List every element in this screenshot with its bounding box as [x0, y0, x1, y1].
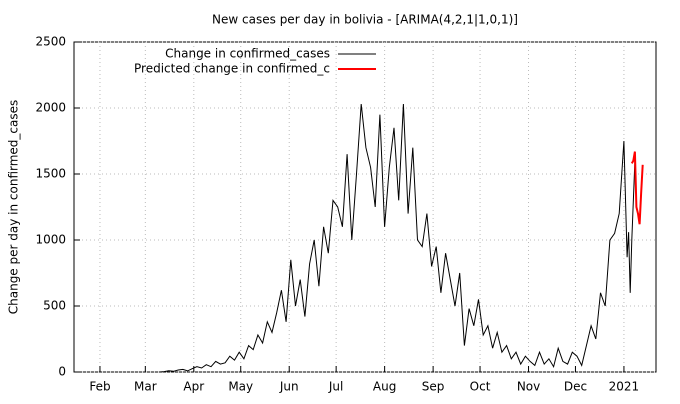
series-line [630, 151, 644, 225]
x-tick-label: Sep [422, 380, 445, 394]
x-tick-label: Apr [183, 380, 204, 394]
series-line [159, 103, 636, 373]
y-tick-label: 2500 [35, 35, 66, 49]
y-tick-label: 500 [43, 299, 66, 313]
y-tick-label: 0 [58, 365, 66, 379]
legend-label: Predicted change in confirmed_c [134, 62, 330, 76]
x-tick-label: Mar [134, 380, 157, 394]
x-tick-label: Oct [470, 380, 491, 394]
x-tick-label: Nov [517, 380, 540, 394]
x-tick-label: Feb [89, 380, 110, 394]
y-axis-label: Change per day in confirmed_cases [7, 100, 21, 315]
x-tick-label: Aug [373, 380, 396, 394]
legend-label: Change in confirmed_cases [165, 47, 330, 61]
chart-title: New cases per day in bolivia - [ARIMA(4,… [212, 13, 518, 27]
x-tick-label: 2021 [609, 380, 640, 394]
x-tick-label: Jun [279, 380, 299, 394]
y-tick-label: 2000 [35, 101, 66, 115]
x-tick-label: May [228, 380, 253, 394]
y-tick-label: 1500 [35, 167, 66, 181]
x-tick-label: Jul [328, 380, 343, 394]
y-tick-label: 1000 [35, 233, 66, 247]
x-tick-label: Dec [564, 380, 587, 394]
plot-frame [73, 41, 657, 373]
